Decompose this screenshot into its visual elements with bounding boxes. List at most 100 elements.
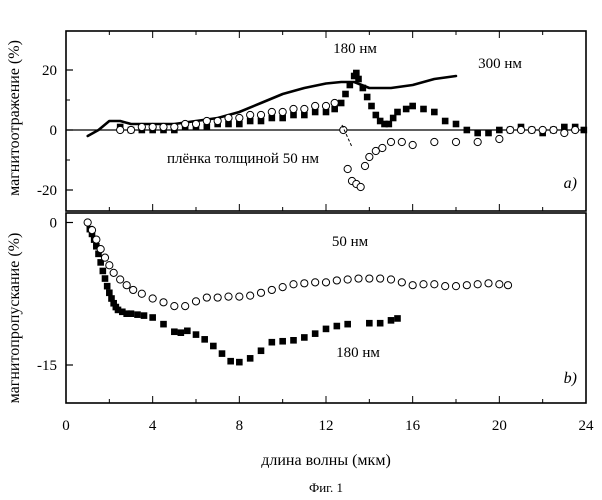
data-point-circle-b xyxy=(97,246,104,253)
data-point-circle-a xyxy=(496,135,503,142)
data-point-circle-a xyxy=(225,114,232,121)
data-point-circle-a xyxy=(203,117,210,124)
data-point-square-b xyxy=(178,329,185,336)
x-tick-label: 16 xyxy=(405,418,421,434)
data-point-square-b xyxy=(344,321,351,328)
plot-frame-b xyxy=(66,213,586,403)
data-point-circle-b xyxy=(474,281,481,288)
data-point-circle-b xyxy=(344,276,351,283)
data-point-square-b xyxy=(102,275,109,282)
data-point-circle-a xyxy=(117,126,124,133)
data-point-circle-a xyxy=(357,183,364,190)
data-point-circle-b xyxy=(377,275,384,282)
data-point-circle-b xyxy=(117,276,124,283)
data-point-square-b xyxy=(100,268,107,275)
x-tick-label: 12 xyxy=(319,418,334,434)
data-point-square-a xyxy=(403,106,410,113)
data-point-square-b xyxy=(312,330,319,337)
data-point-circle-a xyxy=(257,111,264,118)
x-tick-label: 20 xyxy=(492,418,507,434)
data-point-square-a xyxy=(338,100,345,107)
data-point-circle-a xyxy=(312,102,319,109)
data-point-circle-a xyxy=(331,99,338,106)
data-point-circle-a xyxy=(236,114,243,121)
y-tick-label-a: 20 xyxy=(42,63,57,79)
data-point-circle-a xyxy=(127,126,134,133)
x-tick-label: 4 xyxy=(149,418,157,434)
data-point-circle-b xyxy=(149,295,156,302)
data-point-circle-b xyxy=(301,280,308,287)
data-point-square-a xyxy=(342,91,349,98)
panel-label-b: b) xyxy=(564,370,577,387)
data-point-circle-b xyxy=(420,281,427,288)
data-point-circle-a xyxy=(171,123,178,130)
x-axis-title: длина волны (мкм) xyxy=(261,452,391,469)
data-point-square-b xyxy=(141,312,148,319)
x-tick-label: 24 xyxy=(579,418,595,434)
series-a-50-нм xyxy=(117,99,579,190)
data-point-circle-a xyxy=(160,123,167,130)
data-point-square-b xyxy=(269,339,276,346)
data-point-square-b xyxy=(149,314,156,321)
data-point-square-b xyxy=(279,338,286,345)
data-point-circle-a xyxy=(398,138,405,145)
data-point-circle-b xyxy=(387,276,394,283)
data-point-circle-b xyxy=(88,227,95,234)
data-point-circle-a xyxy=(247,111,254,118)
series-b-50-нм xyxy=(84,219,512,310)
data-point-square-b xyxy=(258,347,265,354)
data-point-circle-b xyxy=(257,289,264,296)
data-point-square-b xyxy=(377,320,384,327)
data-point-square-b xyxy=(171,328,178,335)
data-point-square-b xyxy=(134,311,141,318)
x-tick-label: 8 xyxy=(236,418,244,434)
data-point-circle-b xyxy=(171,303,178,310)
y-axis-title-b: магнитопропускание (%) xyxy=(6,233,23,404)
data-point-square-b xyxy=(247,355,254,362)
data-point-circle-b xyxy=(485,280,492,287)
data-point-circle-b xyxy=(290,281,297,288)
data-point-circle-a xyxy=(561,129,568,136)
data-point-square-b xyxy=(227,358,234,365)
data-point-square-a xyxy=(360,85,367,92)
data-point-circle-a xyxy=(379,144,386,151)
panel-label-a: a) xyxy=(564,175,577,192)
data-point-circle-a xyxy=(528,126,535,133)
data-point-circle-b xyxy=(452,283,459,290)
data-point-circle-b xyxy=(312,279,319,286)
y-tick-label-a: 0 xyxy=(50,123,58,139)
data-point-square-b xyxy=(219,350,226,357)
data-point-circle-a xyxy=(279,108,286,115)
data-point-circle-b xyxy=(160,299,167,306)
data-point-circle-b xyxy=(463,282,470,289)
data-point-circle-b xyxy=(203,294,210,301)
panel-b: -15004812162024 xyxy=(37,213,594,434)
data-point-circle-a xyxy=(517,126,524,133)
annotation-50nm-b: 50 нм xyxy=(332,234,369,250)
data-point-circle-b xyxy=(398,279,405,286)
data-point-circle-b xyxy=(225,293,232,300)
data-point-circle-a xyxy=(322,102,329,109)
data-point-square-b xyxy=(201,336,208,343)
annotation-180nm-b: 180 нм xyxy=(336,345,380,361)
data-point-circle-a xyxy=(366,153,373,160)
data-point-circle-a xyxy=(507,126,514,133)
data-point-square-a xyxy=(390,115,397,122)
data-point-square-b xyxy=(236,359,243,366)
y-tick-label-b: 0 xyxy=(50,216,58,232)
data-point-circle-a xyxy=(431,138,438,145)
figure-caption: Фиг. 1 xyxy=(309,480,343,495)
data-point-square-b xyxy=(210,343,217,350)
data-point-circle-b xyxy=(214,294,221,301)
y-axis-title-a: магнитоотражение (%) xyxy=(6,40,23,196)
data-point-square-a xyxy=(464,127,471,134)
data-point-square-a xyxy=(347,82,354,89)
data-point-circle-a xyxy=(149,123,156,130)
data-point-circle-a xyxy=(474,138,481,145)
data-point-circle-a xyxy=(344,165,351,172)
data-point-circle-b xyxy=(130,286,137,293)
data-point-circle-b xyxy=(322,279,329,286)
data-point-square-a xyxy=(409,103,416,110)
data-point-square-a xyxy=(364,94,371,101)
data-point-square-a xyxy=(431,109,438,116)
